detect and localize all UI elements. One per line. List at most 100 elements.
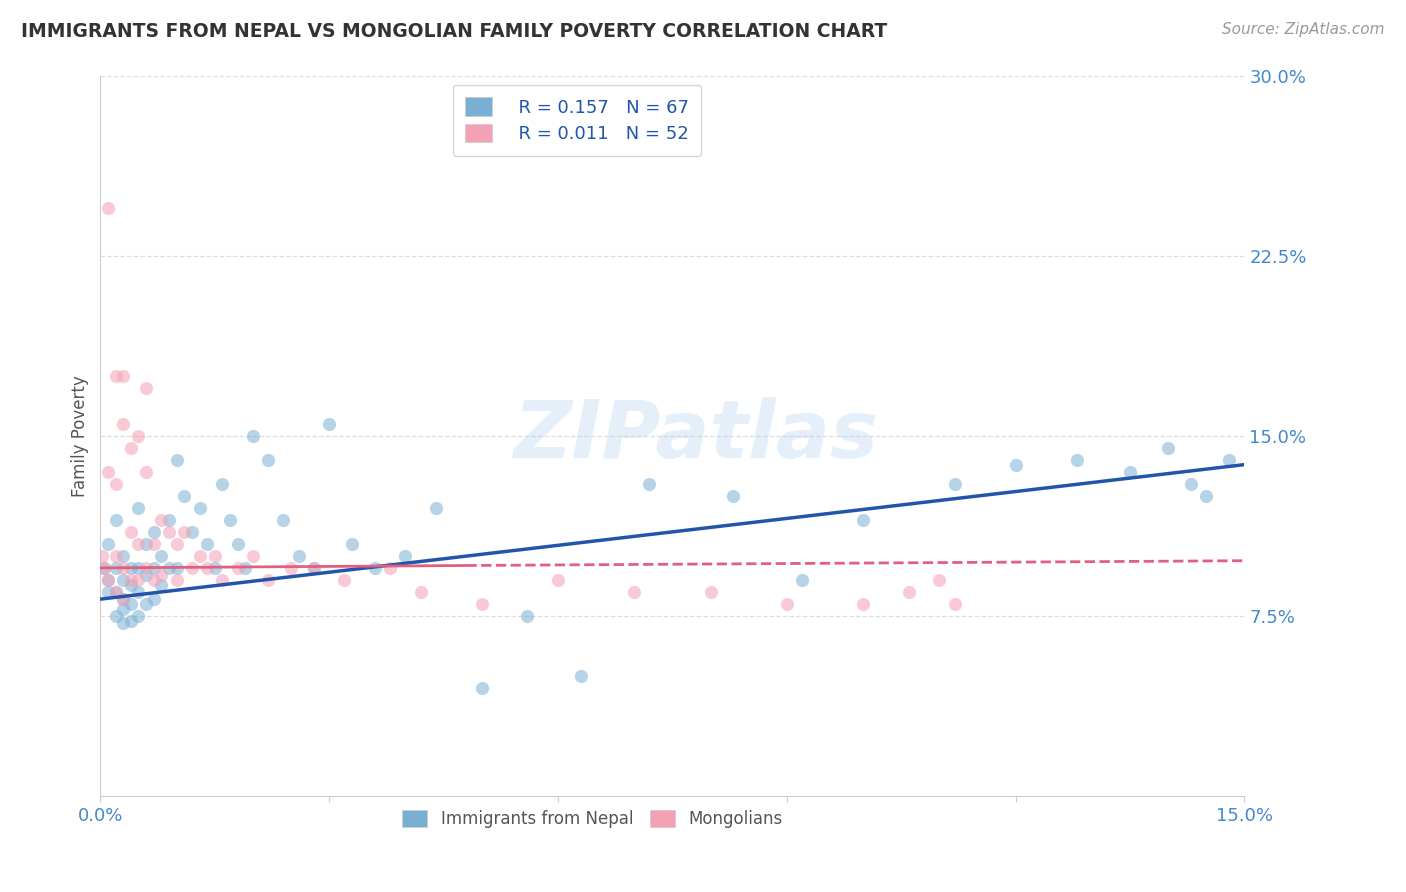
Point <box>723 489 745 503</box>
Legend: Immigrants from Nepal, Mongolians: Immigrants from Nepal, Mongolians <box>395 803 789 835</box>
Point <box>516 609 538 624</box>
Text: ZIPatlas: ZIPatlas <box>513 397 877 475</box>
Point <box>211 573 233 587</box>
Point <box>233 561 256 575</box>
Point <box>104 476 127 491</box>
Point <box>150 549 173 563</box>
Point <box>166 537 188 551</box>
Point <box>409 585 432 599</box>
Point <box>135 465 157 479</box>
Point <box>1195 489 1218 503</box>
Point <box>127 429 149 443</box>
Point <box>127 585 149 599</box>
Point <box>1157 441 1180 455</box>
Point <box>112 417 135 431</box>
Point <box>135 597 157 611</box>
Point <box>364 561 387 575</box>
Point <box>112 592 135 607</box>
Point <box>219 513 242 527</box>
Point <box>790 573 813 587</box>
Point <box>97 585 120 599</box>
Point <box>638 476 661 491</box>
Point <box>104 549 127 563</box>
Point <box>623 585 645 599</box>
Point <box>166 452 188 467</box>
Point <box>226 537 249 551</box>
Point <box>150 568 173 582</box>
Point <box>97 537 120 551</box>
Point <box>120 578 142 592</box>
Point <box>547 573 569 587</box>
Point <box>173 489 195 503</box>
Point <box>97 573 120 587</box>
Point <box>120 573 142 587</box>
Point <box>93 561 115 575</box>
Point <box>1119 465 1142 479</box>
Point <box>120 614 142 628</box>
Point <box>195 561 218 575</box>
Point <box>1218 452 1240 467</box>
Point <box>120 597 142 611</box>
Point <box>302 561 325 575</box>
Point <box>188 500 211 515</box>
Point <box>150 513 173 527</box>
Point <box>112 601 135 615</box>
Point <box>1066 452 1088 467</box>
Point <box>852 597 875 611</box>
Point <box>120 561 142 575</box>
Point <box>157 513 180 527</box>
Point <box>425 500 447 515</box>
Point <box>142 524 165 539</box>
Point <box>127 561 149 575</box>
Point <box>112 573 135 587</box>
Point <box>142 592 165 607</box>
Point <box>97 465 120 479</box>
Point <box>943 597 966 611</box>
Point <box>897 585 920 599</box>
Point <box>380 561 402 575</box>
Point <box>135 537 157 551</box>
Point <box>157 524 180 539</box>
Point <box>302 561 325 575</box>
Point <box>127 537 149 551</box>
Point <box>93 561 115 575</box>
Point <box>180 561 202 575</box>
Point <box>273 513 295 527</box>
Point <box>1004 458 1026 472</box>
Point <box>142 561 165 575</box>
Point <box>112 616 135 631</box>
Point <box>104 609 127 624</box>
Point <box>135 381 157 395</box>
Text: Source: ZipAtlas.com: Source: ZipAtlas.com <box>1222 22 1385 37</box>
Point <box>928 573 950 587</box>
Point <box>112 368 135 383</box>
Point <box>340 537 363 551</box>
Point <box>142 537 165 551</box>
Point <box>242 549 264 563</box>
Point <box>120 524 142 539</box>
Point <box>1180 476 1202 491</box>
Point <box>226 561 249 575</box>
Point <box>104 585 127 599</box>
Y-axis label: Family Poverty: Family Poverty <box>72 375 89 497</box>
Point <box>287 549 309 563</box>
Point <box>280 561 302 575</box>
Point <box>204 549 226 563</box>
Point <box>180 524 202 539</box>
Point <box>195 537 218 551</box>
Point <box>112 592 135 607</box>
Point <box>852 513 875 527</box>
Point <box>112 561 135 575</box>
Point <box>333 573 356 587</box>
Point <box>90 549 112 563</box>
Point <box>127 500 149 515</box>
Point <box>150 578 173 592</box>
Point <box>127 573 149 587</box>
Point <box>135 568 157 582</box>
Point <box>112 549 135 563</box>
Point <box>104 561 127 575</box>
Point <box>97 573 120 587</box>
Point <box>471 681 494 695</box>
Point <box>166 573 188 587</box>
Point <box>157 561 180 575</box>
